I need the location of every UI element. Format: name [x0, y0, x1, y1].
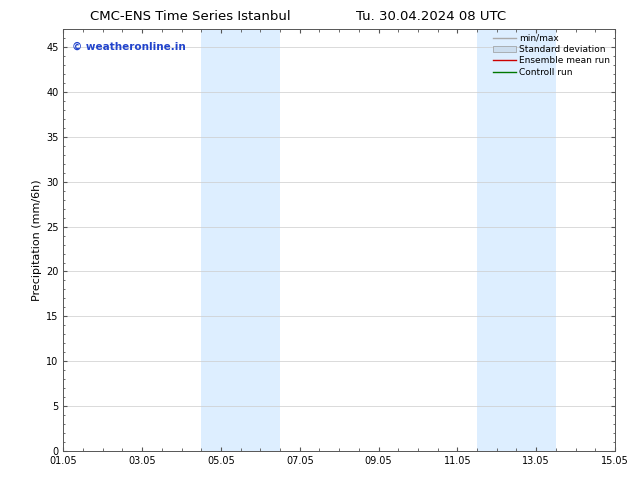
Bar [202, 29, 280, 451]
Legend: min/max, Standard deviation, Ensemble mean run, Controll run: min/max, Standard deviation, Ensemble me… [491, 32, 612, 78]
Text: CMC-ENS Time Series Istanbul: CMC-ENS Time Series Istanbul [90, 10, 290, 23]
Y-axis label: Precipitation (mm/6h): Precipitation (mm/6h) [32, 179, 42, 301]
Text: © weatheronline.in: © weatheronline.in [72, 42, 185, 52]
Bar [477, 29, 556, 451]
Text: Tu. 30.04.2024 08 UTC: Tu. 30.04.2024 08 UTC [356, 10, 506, 23]
